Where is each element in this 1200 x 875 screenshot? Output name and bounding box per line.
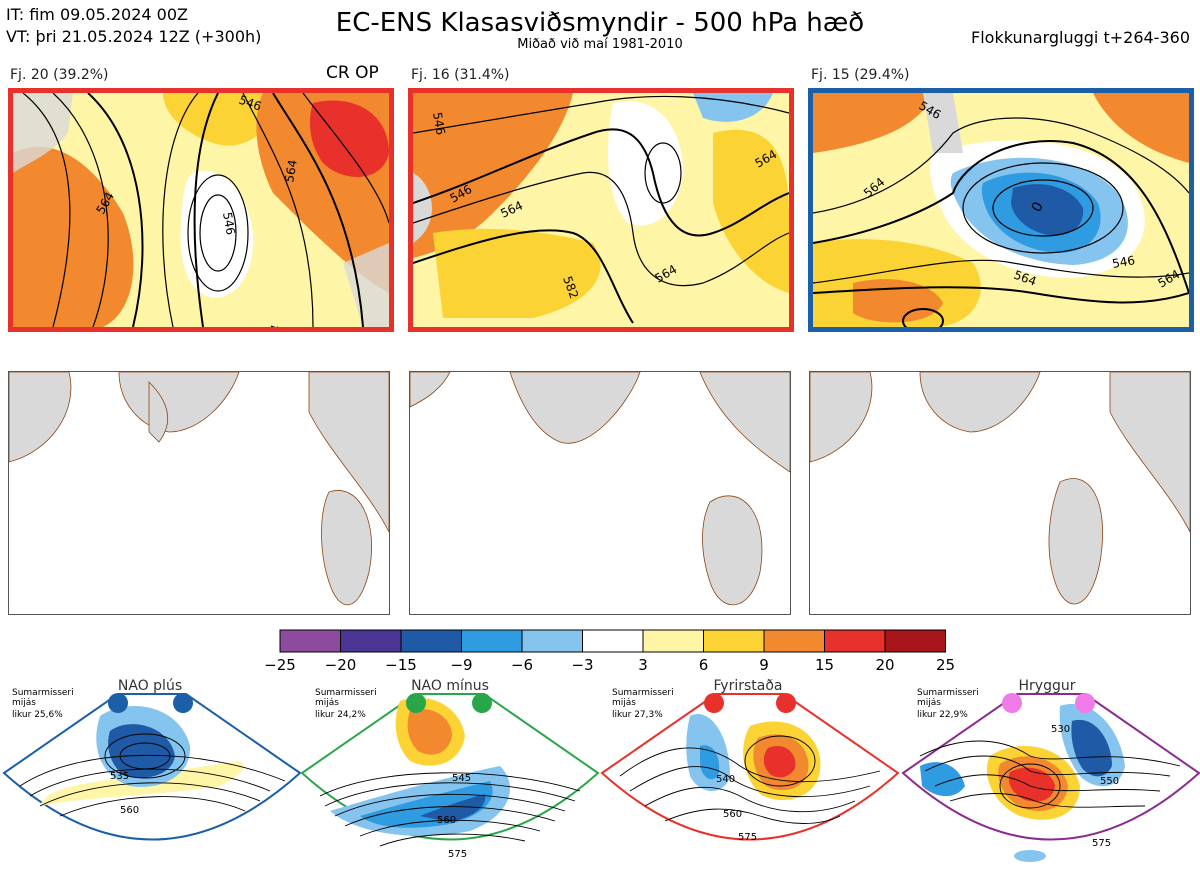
colorbar-tick-label: −9 [450, 656, 472, 674]
contour-label: 564 [282, 159, 300, 184]
cluster-3-label: Fj. 15 (29.4%) [811, 67, 910, 83]
regime-text: Sumarmisseri [12, 688, 74, 698]
regime-text: Sumarmisseri [917, 688, 979, 698]
regime-text: likur 25,6% [12, 710, 63, 720]
colorbar-tick-label: −25 [264, 656, 296, 674]
regime-text: Sumarmisseri [612, 688, 674, 698]
regime-title: NAO mínus [411, 678, 489, 694]
colorbar-swatch [461, 629, 523, 653]
empty-map-1 [8, 371, 390, 615]
classification-window: Flokkunargluggi t+264-360 [971, 28, 1190, 47]
init-time: IT: fim 09.05.2024 00Z [6, 5, 188, 24]
colorbar: −25 −20 −15 −9 −6 −3 3 6 9 15 20 25 [260, 628, 960, 680]
regime-text: likur 27,3% [612, 710, 663, 720]
colorbar-tick-label: 9 [759, 656, 769, 674]
contour-label: 54 [265, 323, 283, 327]
page-title: EC-ENS Klasasviðsmyndir - 500 hPa hæð [335, 8, 865, 38]
colorbar-swatch [340, 629, 402, 653]
cluster-1-map: 564 546 546 564 54 [8, 88, 394, 332]
regime-contour: 560 [437, 815, 456, 826]
colorbar-swatch [703, 629, 765, 653]
colorbar-tick-label: −6 [511, 656, 533, 674]
cluster-1-tag: CR OP [326, 63, 379, 83]
page-subtitle: Miðað við maí 1981-2010 [517, 37, 683, 52]
regime-nao-plus: NAO plús Sumarmisseri mijás likur 25,6% … [2, 678, 302, 841]
regime-contour: 550 [1100, 776, 1119, 787]
regime-text: mijás [12, 698, 36, 708]
colorbar-tick-label: 3 [638, 656, 648, 674]
colorbar-swatch [763, 629, 825, 653]
regime-text: likur 24,2% [315, 710, 366, 720]
colorbar-tick-label: 20 [875, 656, 894, 674]
valid-time: VT: þri 21.05.2024 12Z (+300h) [6, 27, 262, 46]
colorbar-swatch [642, 629, 704, 653]
regime-ridge: Hryggur Sumarmisseri mijás likur 22,9% 5… [901, 678, 1200, 862]
regime-text: Sumarmisseri [315, 688, 377, 698]
regime-contour: 530 [1051, 724, 1070, 735]
regime-contour: 540 [716, 774, 735, 785]
cluster-2-label: Fj. 16 (31.4%) [411, 67, 510, 83]
regime-text: mijás [315, 698, 339, 708]
colorbar-tick-label: 15 [815, 656, 834, 674]
colorbar-swatch [884, 629, 946, 653]
colorbar-tick-label: −3 [571, 656, 593, 674]
colorbar-swatch [279, 629, 341, 653]
regime-strip: NAO plús Sumarmisseri mijás likur 25,6% … [0, 676, 1200, 871]
regime-text: mijás [917, 698, 941, 708]
regime-nao-minus: NAO mínus Sumarmisseri mijás likur 24,2%… [300, 678, 600, 860]
colorbar-tick-label: 6 [699, 656, 709, 674]
colorbar-swatch [521, 629, 583, 653]
colorbar-swatch [400, 629, 462, 653]
contour-label: 546 [1111, 253, 1136, 271]
empty-map-2 [409, 371, 791, 615]
contour-label: 546 [430, 111, 448, 136]
regime-contour: 575 [448, 849, 467, 860]
regime-contour: 560 [723, 809, 742, 820]
regime-contour: 545 [452, 773, 471, 784]
colorbar-tick-label: 25 [936, 656, 955, 674]
regime-contour: 575 [1092, 838, 1111, 849]
colorbar-swatch [824, 629, 886, 653]
regime-contour: 535 [110, 771, 129, 782]
cluster-3-map: 546 564 564 546 564 0 [808, 88, 1194, 332]
contour-label: 546 [220, 211, 238, 236]
regime-title: NAO plús [118, 678, 182, 694]
regime-title: Hryggur [1019, 678, 1076, 694]
cluster-2-map: 546 546 564 582 564 564 [408, 88, 794, 332]
regime-title: Fyrirstaða [714, 678, 783, 694]
regime-text: likur 22,9% [917, 710, 968, 720]
regime-contour: 560 [120, 805, 139, 816]
regime-text: mijás [612, 698, 636, 708]
colorbar-swatch [582, 629, 644, 653]
header-info: IT: fim 09.05.2024 00Z VT: þri 21.05.202… [6, 4, 261, 48]
cluster-1-label: Fj. 20 (39.2%) [10, 67, 109, 83]
regime-blocking: Fyrirstaða Sumarmisseri mijás likur 27,3… [600, 678, 900, 843]
empty-map-3 [809, 371, 1191, 615]
regime-contour: 575 [738, 832, 757, 843]
colorbar-tick-label: −20 [325, 656, 357, 674]
colorbar-tick-label: −15 [385, 656, 417, 674]
